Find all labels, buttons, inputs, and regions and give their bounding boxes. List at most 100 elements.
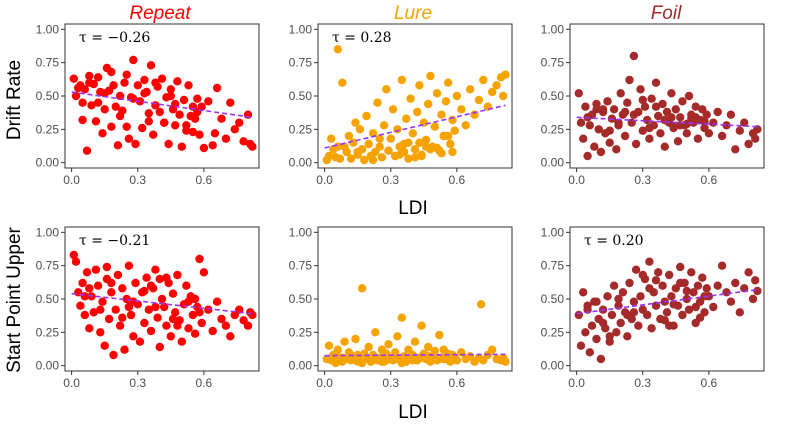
- scatter-point: [226, 332, 235, 341]
- scatter-point: [574, 89, 583, 98]
- panel-start-foil: 0.00 0.25 0.50 0.75 1.00 0.0 0.3 0.6 τ = 0.20: [541, 225, 765, 390]
- scatter-point: [479, 75, 488, 85]
- scatter-point: [717, 261, 727, 270]
- scatter-point: [443, 78, 453, 87]
- scatter-point: [173, 270, 182, 280]
- scatter-point: [113, 141, 123, 150]
- y-tick-label: 0.75: [289, 56, 313, 70]
- scatter-point: [457, 105, 466, 114]
- scatter-point: [98, 297, 107, 306]
- scatter-point: [239, 137, 248, 146]
- scatter-point: [217, 114, 226, 123]
- scatter-point: [424, 342, 433, 352]
- scatter-point: [393, 125, 402, 134]
- scatter-point: [155, 107, 164, 117]
- scatter-point: [107, 278, 116, 288]
- scatter-point: [171, 121, 180, 130]
- scatter-point: [499, 91, 508, 101]
- scatter-point: [656, 129, 665, 138]
- scatter-point: [80, 292, 90, 301]
- scatter-point: [695, 313, 705, 322]
- scatter-point: [410, 337, 420, 346]
- scatter-point: [702, 284, 711, 293]
- scatter-point: [146, 326, 156, 336]
- scatter-point: [636, 292, 645, 301]
- scatter-point: [100, 341, 109, 350]
- scatter-point: [598, 105, 608, 114]
- scatter-point: [364, 139, 373, 149]
- scatter-point: [155, 342, 164, 352]
- scatter-point: [667, 113, 676, 122]
- scatter-point: [162, 273, 171, 282]
- x-tick-label: 0.3: [382, 376, 399, 390]
- scatter-point: [687, 268, 696, 277]
- scatter-point: [713, 281, 722, 290]
- scatter-point: [384, 146, 393, 155]
- y-tick-label: 0.00: [36, 156, 60, 170]
- scatter-point: [166, 332, 175, 341]
- scatter-point: [415, 138, 424, 147]
- scatter-point: [179, 95, 189, 105]
- x-tick-label: 0.3: [382, 173, 399, 187]
- scatter-point: [166, 91, 175, 101]
- scatter-point: [408, 356, 417, 365]
- scatter-point: [735, 308, 744, 317]
- scatter-point: [682, 129, 691, 138]
- scatter-point: [100, 105, 109, 114]
- scatter-point: [667, 292, 676, 301]
- scatter-point: [638, 95, 647, 105]
- scatter-point: [155, 274, 164, 284]
- scatter-point: [501, 357, 510, 366]
- scatter-point: [587, 321, 597, 330]
- scatter-point: [676, 278, 685, 288]
- scatter-point: [188, 127, 198, 137]
- scatter-point: [188, 310, 198, 320]
- scatter-point: [351, 334, 360, 344]
- scatter-point: [631, 139, 641, 149]
- scatter-point: [625, 75, 634, 85]
- x-tick-label: 0.0: [63, 376, 80, 390]
- scatter-point: [168, 314, 178, 324]
- scatter-point: [596, 354, 606, 364]
- scatter-point: [618, 288, 628, 297]
- scatter-point: [393, 332, 402, 341]
- x-axis-label-bottom: LDI: [398, 402, 428, 423]
- y-tick-label: 0.50: [289, 89, 313, 103]
- scatter-point: [651, 102, 661, 111]
- scatter-point: [585, 348, 594, 357]
- scatter-point: [349, 138, 358, 147]
- scatter-point: [351, 118, 360, 127]
- scatter-point: [193, 94, 202, 103]
- scatter-point: [410, 153, 420, 162]
- scatter-point: [395, 150, 404, 159]
- scatter-point: [80, 85, 90, 94]
- y-tick-label: 0.75: [541, 259, 565, 273]
- scatter-point: [625, 278, 634, 288]
- scatter-point: [645, 257, 654, 266]
- scatter-point: [111, 305, 120, 314]
- scatter-point: [616, 89, 625, 98]
- scatter-point: [82, 268, 92, 277]
- scatter-point: [373, 98, 382, 107]
- scatter-point: [96, 328, 105, 337]
- scatter-point: [684, 305, 694, 314]
- scatter-point: [78, 115, 87, 125]
- scatter-point: [144, 109, 153, 118]
- scatter-point: [135, 97, 145, 106]
- scatter-point: [665, 270, 674, 280]
- scatter-point: [144, 305, 153, 314]
- scatter-point: [629, 110, 639, 119]
- scatter-point: [583, 151, 592, 161]
- scatter-point: [629, 51, 639, 61]
- x-tick-label: 0.0: [568, 376, 585, 390]
- y-tick-label: 1.00: [36, 22, 60, 36]
- scatter-point: [126, 310, 136, 320]
- scatter-point: [157, 74, 167, 83]
- trend-line: [71, 91, 253, 119]
- scatter-point: [676, 113, 685, 122]
- scatter-point: [603, 97, 612, 106]
- scatter-point: [129, 55, 138, 65]
- scatter-point: [122, 70, 131, 79]
- scatter-point: [691, 102, 700, 111]
- scatter-point: [71, 257, 81, 266]
